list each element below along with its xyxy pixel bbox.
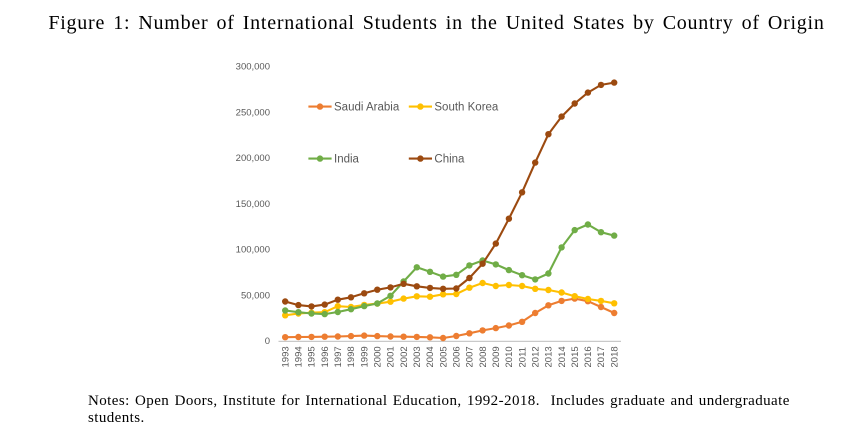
svg-text:2007: 2007 [465, 346, 476, 367]
svg-text:1996: 1996 [320, 346, 331, 367]
svg-text:1995: 1995 [307, 346, 318, 367]
svg-text:2015: 2015 [570, 346, 581, 367]
svg-text:0: 0 [265, 336, 270, 347]
svg-text:2001: 2001 [386, 346, 397, 367]
svg-text:2004: 2004 [425, 346, 436, 367]
svg-text:1997: 1997 [333, 346, 344, 367]
svg-text:300,000: 300,000 [236, 62, 270, 73]
svg-text:2002: 2002 [399, 346, 410, 367]
svg-text:2009: 2009 [491, 346, 502, 367]
svg-text:1994: 1994 [294, 346, 305, 367]
svg-text:South Korea: South Korea [434, 102, 499, 114]
svg-text:China: China [434, 154, 465, 166]
svg-text:2000: 2000 [373, 346, 384, 367]
svg-text:India: India [334, 154, 360, 166]
svg-text:2013: 2013 [544, 346, 555, 367]
svg-text:50,000: 50,000 [241, 290, 270, 301]
svg-text:200,000: 200,000 [236, 153, 270, 164]
svg-text:2017: 2017 [596, 346, 607, 367]
svg-text:2018: 2018 [609, 346, 620, 367]
svg-text:2006: 2006 [452, 346, 463, 367]
svg-text:2008: 2008 [478, 346, 489, 367]
svg-text:1999: 1999 [359, 346, 370, 367]
svg-text:1998: 1998 [346, 346, 357, 367]
svg-text:Saudi Arabia: Saudi Arabia [334, 102, 400, 114]
svg-text:2014: 2014 [557, 346, 568, 367]
svg-text:100,000: 100,000 [236, 245, 270, 256]
svg-text:2012: 2012 [530, 346, 541, 367]
svg-text:2011: 2011 [517, 347, 528, 367]
svg-text:2003: 2003 [412, 346, 423, 367]
svg-text:2005: 2005 [438, 346, 449, 367]
svg-text:150,000: 150,000 [236, 199, 270, 210]
svg-text:2010: 2010 [504, 346, 515, 367]
svg-text:250,000: 250,000 [236, 108, 270, 119]
svg-text:1993: 1993 [280, 346, 291, 367]
svg-text:2016: 2016 [583, 346, 594, 367]
